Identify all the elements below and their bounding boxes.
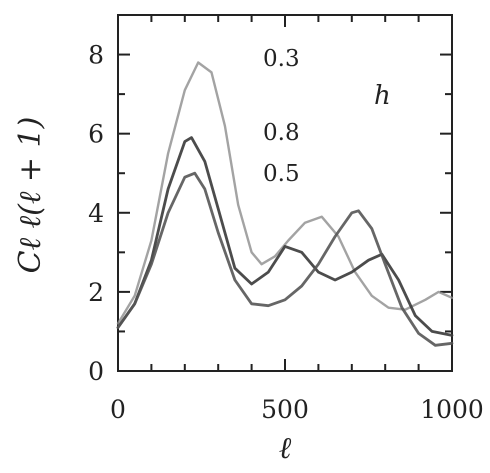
series-line-2 bbox=[116, 171, 454, 347]
series-label-2: 0.5 bbox=[263, 161, 300, 187]
x-tick-label-0: 0 bbox=[110, 395, 126, 424]
y-tick-label-6: 6 bbox=[88, 120, 104, 149]
tick-labels: 0 500 1000 0 2 4 6 8 bbox=[88, 41, 484, 424]
y-tick-label-8: 8 bbox=[88, 41, 104, 70]
legend-title: h bbox=[374, 81, 391, 111]
series-line-0 bbox=[116, 61, 454, 325]
y-tick-label-4: 4 bbox=[88, 199, 104, 228]
y-axis-label: Cℓ ℓ(ℓ + 1) bbox=[13, 117, 48, 274]
series-line-1 bbox=[116, 136, 454, 337]
y-tick-label-2: 2 bbox=[88, 278, 104, 307]
x-tick-label-1000: 1000 bbox=[420, 395, 484, 424]
series-lines bbox=[116, 61, 454, 347]
axis-ticks bbox=[117, 14, 453, 372]
x-axis-label: ℓ bbox=[279, 431, 292, 466]
series-label-0: 0.3 bbox=[263, 46, 300, 72]
x-tick-label-500: 500 bbox=[261, 395, 309, 424]
y-tick-label-0: 0 bbox=[88, 357, 104, 386]
series-label-1: 0.8 bbox=[263, 120, 300, 146]
series-annotations: 0.3 0.8 0.5 bbox=[263, 46, 300, 187]
